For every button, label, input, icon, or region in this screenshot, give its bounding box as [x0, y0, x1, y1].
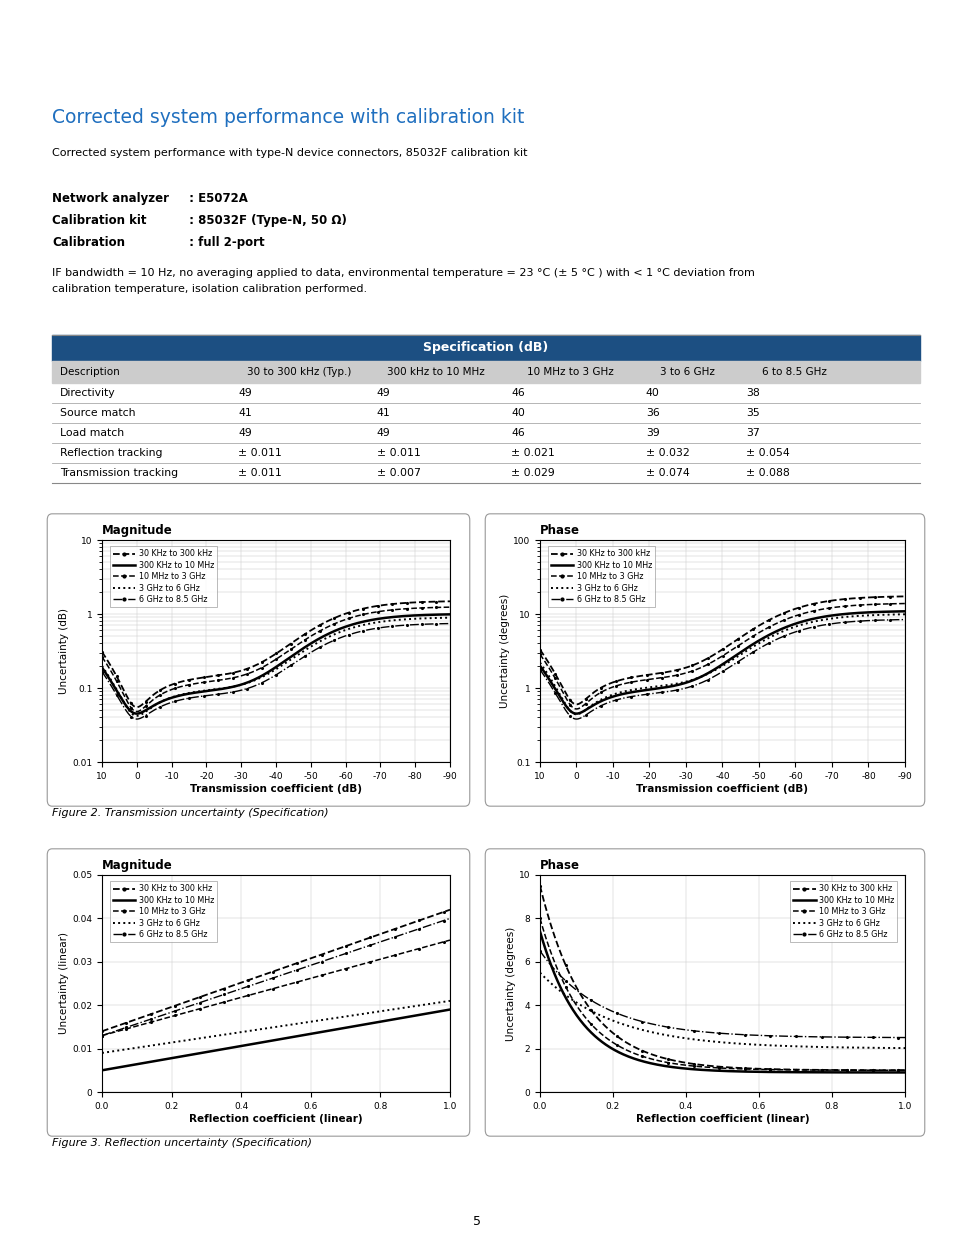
Text: : full 2-port: : full 2-port	[185, 236, 264, 249]
Text: 40: 40	[645, 388, 659, 398]
Legend: 30 KHz to 300 kHz, 300 KHz to 10 MHz, 10 MHz to 3 GHz, 3 GHz to 6 GHz, 6 GHz to : 30 KHz to 300 kHz, 300 KHz to 10 MHz, 10…	[789, 882, 897, 942]
Text: Phase: Phase	[539, 525, 579, 537]
X-axis label: Transmission coefficient (dB): Transmission coefficient (dB)	[190, 783, 361, 794]
Y-axis label: Uncertainty (degrees): Uncertainty (degrees)	[505, 926, 516, 1041]
Text: Figure 3. Reflection uncertainty (Specification): Figure 3. Reflection uncertainty (Specif…	[52, 1137, 312, 1149]
Text: ± 0.032: ± 0.032	[645, 448, 689, 458]
Y-axis label: Uncertainty (dB): Uncertainty (dB)	[59, 608, 70, 694]
Text: : 85032F (Type-N, 50 Ω): : 85032F (Type-N, 50 Ω)	[185, 214, 347, 227]
Text: 46: 46	[511, 388, 524, 398]
Text: 5: 5	[473, 1215, 480, 1228]
Legend: 30 KHz to 300 kHz, 300 KHz to 10 MHz, 10 MHz to 3 GHz, 3 GHz to 6 GHz, 6 GHz to : 30 KHz to 300 kHz, 300 KHz to 10 MHz, 10…	[110, 546, 217, 608]
Text: 6 to 8.5 GHz: 6 to 8.5 GHz	[760, 367, 825, 377]
Text: 46: 46	[511, 429, 524, 438]
Legend: 30 KHz to 300 kHz, 300 KHz to 10 MHz, 10 MHz to 3 GHz, 3 GHz to 6 GHz, 6 GHz to : 30 KHz to 300 kHz, 300 KHz to 10 MHz, 10…	[547, 546, 655, 608]
Text: 3 to 6 GHz: 3 to 6 GHz	[659, 367, 715, 377]
Y-axis label: Uncertainty (degrees): Uncertainty (degrees)	[499, 594, 510, 708]
Text: Corrected system performance with type-N device connectors, 85032F calibration k: Corrected system performance with type-N…	[52, 148, 527, 158]
Text: 38: 38	[745, 388, 759, 398]
Text: Calibration kit: Calibration kit	[52, 214, 147, 227]
Text: Directivity: Directivity	[60, 388, 115, 398]
Text: ± 0.011: ± 0.011	[237, 448, 281, 458]
Text: Specification (dB): Specification (dB)	[423, 342, 548, 354]
Y-axis label: Uncertainty (linear): Uncertainty (linear)	[59, 932, 70, 1035]
Text: calibration temperature, isolation calibration performed.: calibration temperature, isolation calib…	[52, 284, 367, 294]
Text: Transmission tracking: Transmission tracking	[60, 468, 178, 478]
Text: Load match: Load match	[60, 429, 124, 438]
Text: ± 0.007: ± 0.007	[376, 468, 420, 478]
X-axis label: Reflection coefficient (linear): Reflection coefficient (linear)	[189, 1114, 362, 1124]
Text: : E5072A: : E5072A	[185, 191, 248, 205]
Text: 39: 39	[645, 429, 659, 438]
Text: 41: 41	[237, 408, 252, 417]
Text: 40: 40	[511, 408, 525, 417]
Text: 35: 35	[745, 408, 759, 417]
Legend: 30 KHz to 300 kHz, 300 KHz to 10 MHz, 10 MHz to 3 GHz, 3 GHz to 6 GHz, 6 GHz to : 30 KHz to 300 kHz, 300 KHz to 10 MHz, 10…	[110, 882, 217, 942]
Text: 49: 49	[376, 429, 390, 438]
Text: 36: 36	[645, 408, 659, 417]
Text: Magnitude: Magnitude	[102, 525, 172, 537]
Text: ± 0.011: ± 0.011	[237, 468, 281, 478]
Text: Reflection tracking: Reflection tracking	[60, 448, 162, 458]
Text: 49: 49	[237, 388, 252, 398]
Text: ± 0.088: ± 0.088	[745, 468, 789, 478]
Text: 10 MHz to 3 GHz: 10 MHz to 3 GHz	[527, 367, 614, 377]
Text: Description: Description	[60, 367, 120, 377]
Text: ± 0.021: ± 0.021	[511, 448, 555, 458]
Text: ± 0.011: ± 0.011	[376, 448, 420, 458]
Text: Phase: Phase	[539, 860, 579, 872]
Text: IF bandwidth = 10 Hz, no averaging applied to data, environmental temperature = : IF bandwidth = 10 Hz, no averaging appli…	[52, 268, 754, 278]
Text: 49: 49	[376, 388, 390, 398]
X-axis label: Reflection coefficient (linear): Reflection coefficient (linear)	[635, 1114, 808, 1124]
Text: 37: 37	[745, 429, 759, 438]
Text: Source match: Source match	[60, 408, 135, 417]
Text: Network analyzer: Network analyzer	[52, 191, 169, 205]
Text: 41: 41	[376, 408, 390, 417]
Text: ± 0.074: ± 0.074	[645, 468, 689, 478]
Text: 30 to 300 kHz (Typ.): 30 to 300 kHz (Typ.)	[247, 367, 352, 377]
Text: Figure 2. Transmission uncertainty (Specification): Figure 2. Transmission uncertainty (Spec…	[52, 808, 328, 818]
Text: ± 0.029: ± 0.029	[511, 468, 555, 478]
Text: 300 kHz to 10 MHz: 300 kHz to 10 MHz	[387, 367, 484, 377]
X-axis label: Transmission coefficient (dB): Transmission coefficient (dB)	[636, 783, 807, 794]
Text: ± 0.054: ± 0.054	[745, 448, 789, 458]
Text: Corrected system performance with calibration kit: Corrected system performance with calibr…	[52, 107, 524, 127]
Text: 49: 49	[237, 429, 252, 438]
Text: Calibration: Calibration	[52, 236, 125, 249]
Text: Magnitude: Magnitude	[102, 860, 172, 872]
